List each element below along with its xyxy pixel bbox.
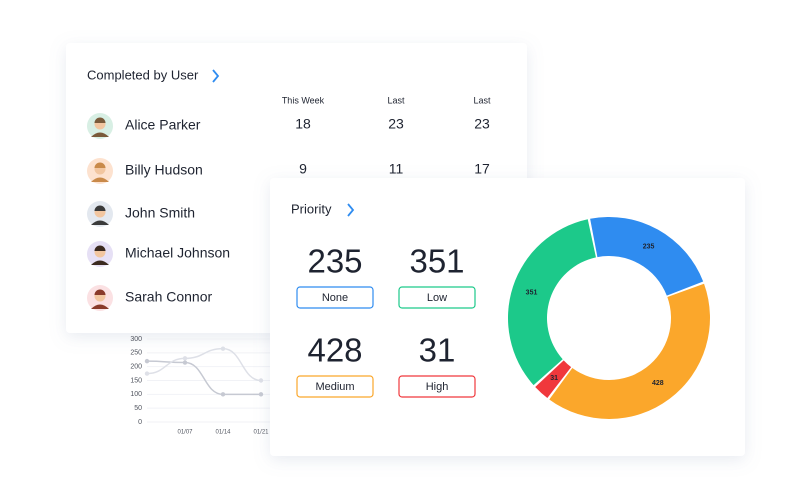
avatar-hair [94, 245, 106, 251]
point [182, 360, 188, 365]
user-name: John Smith [125, 205, 195, 221]
avatar-body [91, 177, 109, 182]
stat-value: 428 [307, 332, 362, 369]
count: 23 [388, 116, 404, 132]
point [182, 356, 188, 361]
point [258, 378, 264, 383]
x-tick-label: 01/21 [253, 430, 269, 436]
point [220, 346, 226, 351]
slice-label: 428 [652, 380, 664, 387]
slice-label: 31 [550, 375, 558, 382]
stat-label: High [426, 381, 449, 393]
y-tick-label: 150 [130, 377, 142, 384]
card-title: Priority [291, 201, 332, 216]
avatar-body [91, 220, 109, 225]
donut-slice [590, 216, 704, 296]
y-tick-label: 0 [138, 419, 142, 426]
chevron[interactable] [212, 69, 220, 83]
point [144, 371, 150, 376]
stat-badge [398, 286, 476, 309]
count: 9 [299, 161, 307, 177]
donut-slice [549, 283, 710, 419]
avatar-hair [94, 162, 106, 168]
avatar-body [91, 132, 109, 137]
slice-label: 351 [526, 290, 538, 297]
user-name: Sarah Connor [125, 289, 213, 305]
user-name: Billy Hudson [125, 162, 203, 178]
y-tick-label: 100 [130, 391, 142, 398]
avatar-hair [94, 289, 106, 295]
priority-card: Priority 235 None 428 Medium 31 High 351 Low 235… [270, 178, 745, 456]
stat-badge [398, 375, 476, 398]
avatar-body [91, 260, 109, 265]
avatar-hair [94, 205, 106, 211]
slice-label: 235 [643, 244, 655, 251]
point [144, 358, 150, 364]
user-name: Alice Parker [125, 117, 201, 133]
stat-value: 235 [307, 243, 362, 280]
column-header: This Week [282, 95, 325, 105]
point [220, 392, 226, 397]
count: 17 [474, 161, 490, 177]
count: 11 [389, 161, 404, 177]
card-title: Completed by User [87, 67, 199, 82]
user-name: Michael Johnson [125, 245, 230, 261]
avatar-hair [94, 117, 106, 123]
stat-badge [296, 375, 374, 398]
count: 18 [295, 116, 311, 132]
series-line [146, 347, 262, 382]
chevron[interactable] [347, 203, 355, 217]
x-tick-label: 01/14 [215, 430, 231, 436]
stat-label: Low [427, 292, 447, 304]
point [258, 392, 264, 397]
stat-label: Medium [315, 381, 354, 393]
series-line [146, 360, 261, 396]
avatar-body [91, 304, 109, 309]
y-tick-label: 300 [130, 336, 142, 343]
background-chart: 0 50 100 150 200 250 300 01/07 01/14 01/21 [130, 336, 270, 436]
column-header: Last [473, 95, 491, 105]
stat-label: None [322, 292, 348, 304]
stat-badge [296, 286, 374, 309]
column-header: Last [387, 95, 405, 105]
donut-slice [535, 360, 572, 398]
y-tick-label: 200 [130, 364, 142, 371]
x-tick-label: 01/07 [177, 430, 193, 436]
stat-value: 351 [409, 243, 464, 280]
y-tick-label: 50 [134, 405, 142, 412]
y-tick-label: 250 [130, 350, 142, 357]
stat-value: 31 [419, 332, 456, 369]
donut-slice [508, 219, 596, 386]
count: 23 [474, 116, 490, 132]
